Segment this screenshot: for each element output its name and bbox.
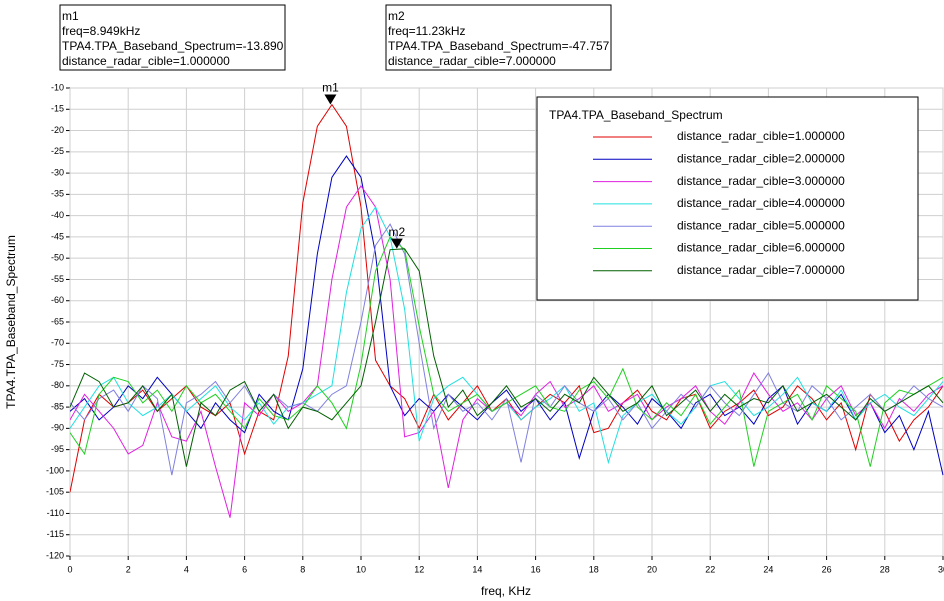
- readout-text: m2: [388, 9, 405, 23]
- series-line: [70, 236, 944, 467]
- readout-text: TPA4.TPA_Baseband_Spectrum=-13.890: [62, 39, 284, 53]
- legend-label: distance_radar_cible=4.000000: [677, 196, 845, 210]
- y-tick-label: -60: [51, 295, 64, 305]
- x-tick-label: 0: [67, 564, 72, 574]
- readout-text: freq=8.949kHz: [62, 24, 140, 38]
- readout-text: m1: [62, 9, 79, 23]
- x-tick-label: 4: [184, 564, 189, 574]
- marker-readout: m1freq=8.949kHzTPA4.TPA_Baseband_Spectru…: [59, 4, 286, 71]
- readout-text: TPA4.TPA_Baseband_Spectrum=-47.757: [388, 39, 610, 53]
- y-tick-label: -70: [51, 338, 64, 348]
- x-tick-label: 22: [705, 564, 715, 574]
- x-tick-label: 10: [356, 564, 366, 574]
- marker-readout: m2freq=11.23kHzTPA4.TPA_Baseband_Spectru…: [385, 4, 612, 71]
- x-tick-label: 6: [242, 564, 247, 574]
- x-tick-label: 14: [472, 564, 482, 574]
- y-tick-label: -30: [51, 167, 64, 177]
- x-tick-label: 28: [880, 564, 890, 574]
- legend-label: distance_radar_cible=7.000000: [677, 263, 845, 277]
- x-tick-label: 20: [647, 564, 657, 574]
- series-line: [70, 155, 944, 476]
- x-tick-label: 30: [938, 564, 944, 574]
- y-tick-label: -115: [47, 529, 64, 539]
- x-tick-label: 24: [763, 564, 773, 574]
- legend-box: [536, 96, 919, 301]
- y-tick-label: -15: [51, 104, 64, 114]
- y-tick-label: -100: [46, 465, 64, 475]
- y-tick-label: -65: [51, 316, 64, 326]
- y-tick-label: -75: [51, 359, 64, 369]
- x-axis-label: freq, KHz: [481, 584, 531, 598]
- legend-label: distance_radar_cible=2.000000: [677, 151, 845, 165]
- y-axis-label: TPA4.TPA_Baseband_Spectrum: [4, 235, 18, 409]
- y-tick-label: -80: [51, 380, 64, 390]
- legend-label: distance_radar_cible=6.000000: [677, 241, 845, 255]
- x-tick-label: 8: [300, 564, 305, 574]
- y-tick-label: -95: [51, 444, 64, 454]
- readout-text: freq=11.23kHz: [388, 24, 466, 38]
- y-tick-label: -110: [47, 508, 64, 518]
- marker-label: m1: [322, 81, 339, 95]
- x-tick-label: 2: [126, 564, 131, 574]
- plot-lines: [70, 103, 944, 518]
- y-tick-label: -20: [51, 125, 64, 135]
- y-tick-label: -55: [51, 274, 64, 284]
- marker-triangle: [390, 238, 403, 249]
- y-tick-label: -105: [46, 487, 64, 497]
- x-tick-label: 26: [822, 564, 832, 574]
- readout-text: distance_radar_cible=1.000000: [62, 54, 230, 68]
- x-tick-label: 16: [531, 564, 541, 574]
- x-tick-label: 12: [414, 564, 424, 574]
- readout-box: [59, 4, 286, 71]
- y-tick-label: -120: [46, 550, 64, 560]
- readout-box: [385, 4, 612, 71]
- series-line: [70, 248, 944, 467]
- y-tick-label: -45: [51, 231, 64, 241]
- legend-label: distance_radar_cible=5.000000: [677, 218, 845, 232]
- legend-label: distance_radar_cible=3.000000: [677, 174, 845, 188]
- legend-title: TPA4.TPA_Baseband_Spectrum: [549, 108, 723, 122]
- y-tick-label: -85: [51, 401, 64, 411]
- x-tick-label: 18: [589, 564, 599, 574]
- y-tick-label: -10: [51, 82, 64, 92]
- y-tick-label: -35: [51, 189, 64, 199]
- marker-triangle: [324, 94, 337, 105]
- readout-text: distance_radar_cible=7.000000: [388, 54, 556, 68]
- marker-label: m2: [388, 225, 405, 239]
- y-tick-label: -50: [51, 253, 64, 263]
- legend-label: distance_radar_cible=1.000000: [677, 129, 845, 143]
- y-tick-label: -40: [51, 210, 64, 220]
- y-tick-label: -90: [51, 423, 64, 433]
- y-tick-label: -25: [51, 146, 64, 156]
